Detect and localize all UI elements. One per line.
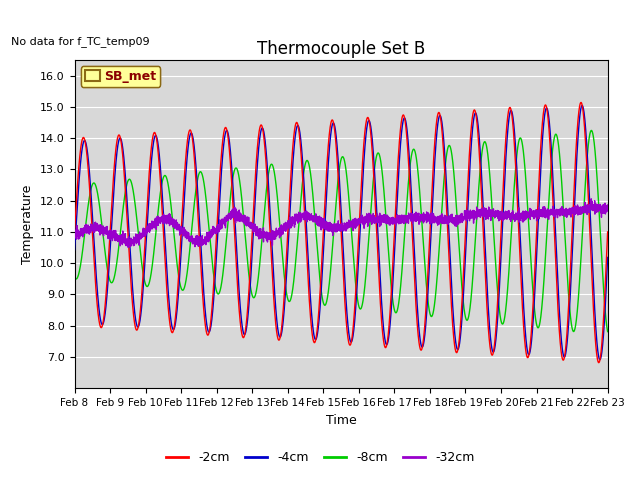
-4cm <box>321 219 329 225</box>
Line: -2cm: -2cm <box>74 102 607 363</box>
-32cm <box>604 204 611 210</box>
Line: -4cm: -4cm <box>74 106 607 360</box>
-4cm <box>460 276 468 281</box>
-8cm <box>588 128 595 133</box>
-32cm <box>604 202 611 208</box>
-2cm <box>460 253 468 259</box>
Y-axis label: Temperature: Temperature <box>22 184 35 264</box>
-32cm <box>461 212 468 217</box>
Line: -8cm: -8cm <box>74 131 607 332</box>
-8cm <box>603 325 611 331</box>
Text: No data for f_TC_temp09: No data for f_TC_temp09 <box>10 36 149 47</box>
-8cm <box>460 308 468 313</box>
-32cm <box>491 215 499 221</box>
-2cm <box>321 197 329 203</box>
-2cm <box>577 99 585 105</box>
X-axis label: Time: Time <box>326 414 356 427</box>
-32cm <box>166 214 174 219</box>
-4cm <box>596 357 604 362</box>
-4cm <box>431 157 438 163</box>
-32cm <box>124 244 132 250</box>
Line: -32cm: -32cm <box>74 199 607 247</box>
-2cm <box>604 240 611 246</box>
-2cm <box>431 138 438 144</box>
-2cm <box>166 324 174 329</box>
Legend: -2cm, -4cm, -8cm, -32cm: -2cm, -4cm, -8cm, -32cm <box>161 446 479 469</box>
-8cm <box>70 275 78 280</box>
-8cm <box>491 244 499 250</box>
-32cm <box>588 196 595 202</box>
-8cm <box>321 302 329 308</box>
-32cm <box>70 233 78 239</box>
-4cm <box>70 247 78 253</box>
-4cm <box>604 265 611 271</box>
-4cm <box>604 254 611 260</box>
Legend: SB_met: SB_met <box>81 66 161 87</box>
-8cm <box>604 329 611 335</box>
Title: Thermocouple Set B: Thermocouple Set B <box>257 40 425 59</box>
-32cm <box>431 219 439 225</box>
-2cm <box>604 229 611 235</box>
-4cm <box>578 103 586 108</box>
-2cm <box>595 360 603 366</box>
-2cm <box>491 341 499 347</box>
-32cm <box>321 224 329 229</box>
-2cm <box>70 229 78 235</box>
-8cm <box>431 299 438 305</box>
-4cm <box>491 346 499 352</box>
-8cm <box>166 196 174 202</box>
-4cm <box>166 312 174 318</box>
